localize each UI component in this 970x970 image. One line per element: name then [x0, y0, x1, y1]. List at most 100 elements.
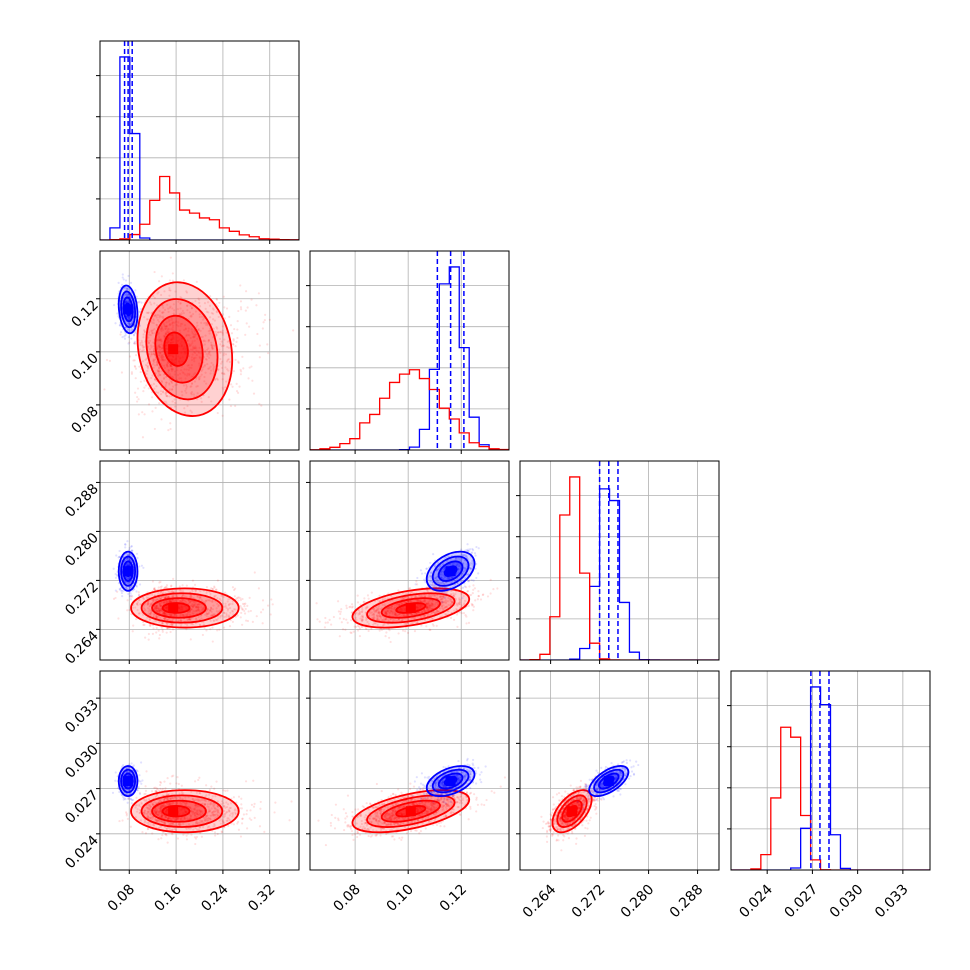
blue-sample-point [120, 330, 123, 334]
red-sample-point [184, 327, 187, 330]
red-sample-point [185, 368, 188, 371]
red-sample-point [169, 613, 172, 616]
red-sample-point [431, 617, 434, 620]
red-sample-point [429, 595, 432, 598]
red-sample-point [165, 599, 169, 602]
red-sample-point [393, 611, 397, 614]
red-sample-point [372, 613, 375, 616]
blue-sample-point [125, 293, 128, 297]
red-sample-point [425, 625, 428, 628]
red-sample-point [155, 604, 158, 608]
blue-sample-point [126, 316, 129, 319]
red-sample-point [183, 594, 186, 598]
blue-sample-point [455, 564, 458, 567]
red-sample-point [199, 375, 202, 378]
red-sample-point [147, 610, 150, 613]
red-sample-point [146, 362, 149, 365]
red-sample-point [148, 612, 152, 615]
red-sample-point [423, 599, 426, 603]
red-sample-point [170, 584, 173, 587]
red-sample-point [373, 621, 376, 625]
red-sample-point [227, 615, 230, 618]
red-sample-point [428, 604, 431, 607]
red-sample-point [152, 366, 155, 370]
red-sample-point [423, 614, 426, 617]
red-sample-point [354, 612, 357, 616]
red-sample-point [388, 606, 391, 609]
red-sample-point [228, 606, 232, 610]
red-sample-point [387, 618, 390, 621]
red-sample-point [190, 391, 194, 394]
red-sample-point [433, 605, 436, 608]
red-sample-point [189, 594, 193, 597]
red-sample-point [190, 364, 193, 367]
red-sample-point [431, 604, 434, 608]
red-sample-point [357, 609, 360, 612]
red-sample-point [441, 605, 444, 608]
red-sample-point [248, 325, 251, 328]
red-sample-point [384, 618, 387, 621]
red-sample-point [160, 329, 163, 333]
red-sample-point [186, 364, 189, 367]
blue-sample-point [467, 573, 470, 576]
red-sample-point [153, 586, 156, 590]
red-sample-point [445, 605, 448, 608]
red-sample-point [455, 602, 458, 605]
red-sample-point [156, 364, 159, 367]
red-sample-point [381, 624, 385, 627]
red-sample-point [186, 339, 189, 342]
red-sample-point [201, 607, 204, 611]
blue-sample-point [462, 570, 465, 574]
red-sample-point [192, 605, 195, 608]
blue-sample-point [117, 281, 120, 284]
red-sample-point [221, 602, 224, 605]
red-sample-point [159, 590, 163, 594]
red-sample-point [221, 333, 224, 336]
red-sample-point [219, 351, 222, 354]
blue-sample-point [429, 575, 433, 579]
red-sample-point [211, 626, 214, 629]
red-sample-point [168, 388, 171, 391]
red-sample-point [191, 330, 194, 333]
blue-sample-point [443, 582, 446, 586]
red-sample-point [216, 327, 219, 330]
red-sample-point [211, 346, 214, 349]
red-sample-point [442, 608, 445, 611]
red-sample-point [152, 341, 155, 344]
red-sample-point [449, 602, 453, 606]
red-sample-point [230, 383, 233, 386]
scatter-panel-1-0 [100, 251, 299, 450]
red-sample-point [157, 609, 160, 612]
red-sample-point [147, 816, 150, 819]
red-sample-point [222, 372, 226, 375]
red-sample-point [199, 590, 202, 593]
red-sample-point [188, 813, 191, 816]
red-sample-point [151, 580, 155, 583]
red-sample-point [149, 609, 152, 612]
red-sample-point [112, 597, 116, 600]
blue-sample-point [124, 279, 128, 282]
red-sample-point [426, 589, 429, 592]
blue-sample-point [437, 579, 440, 582]
red-sample-point [222, 344, 225, 347]
blue-sample-point [123, 559, 127, 562]
red-sample-point [129, 595, 132, 598]
red-sample-point [223, 615, 226, 619]
red-sample-point [200, 605, 203, 609]
blue-sample-point [460, 554, 463, 557]
red-sample-point [170, 380, 173, 383]
red-sample-point [164, 585, 167, 589]
red-sample-point [361, 610, 364, 613]
red-sample-point [385, 612, 388, 615]
red-sample-point [239, 599, 242, 602]
red-sample-point [179, 313, 182, 316]
red-sample-point [193, 339, 196, 342]
red-sample-point [434, 611, 437, 614]
red-sample-point [385, 618, 388, 621]
red-sample-point [176, 369, 179, 372]
red-sample-point [165, 613, 168, 616]
red-sample-point [374, 609, 378, 612]
red-sample-point [144, 636, 147, 639]
red-sample-point [218, 348, 221, 351]
red-sample-point [396, 603, 399, 606]
